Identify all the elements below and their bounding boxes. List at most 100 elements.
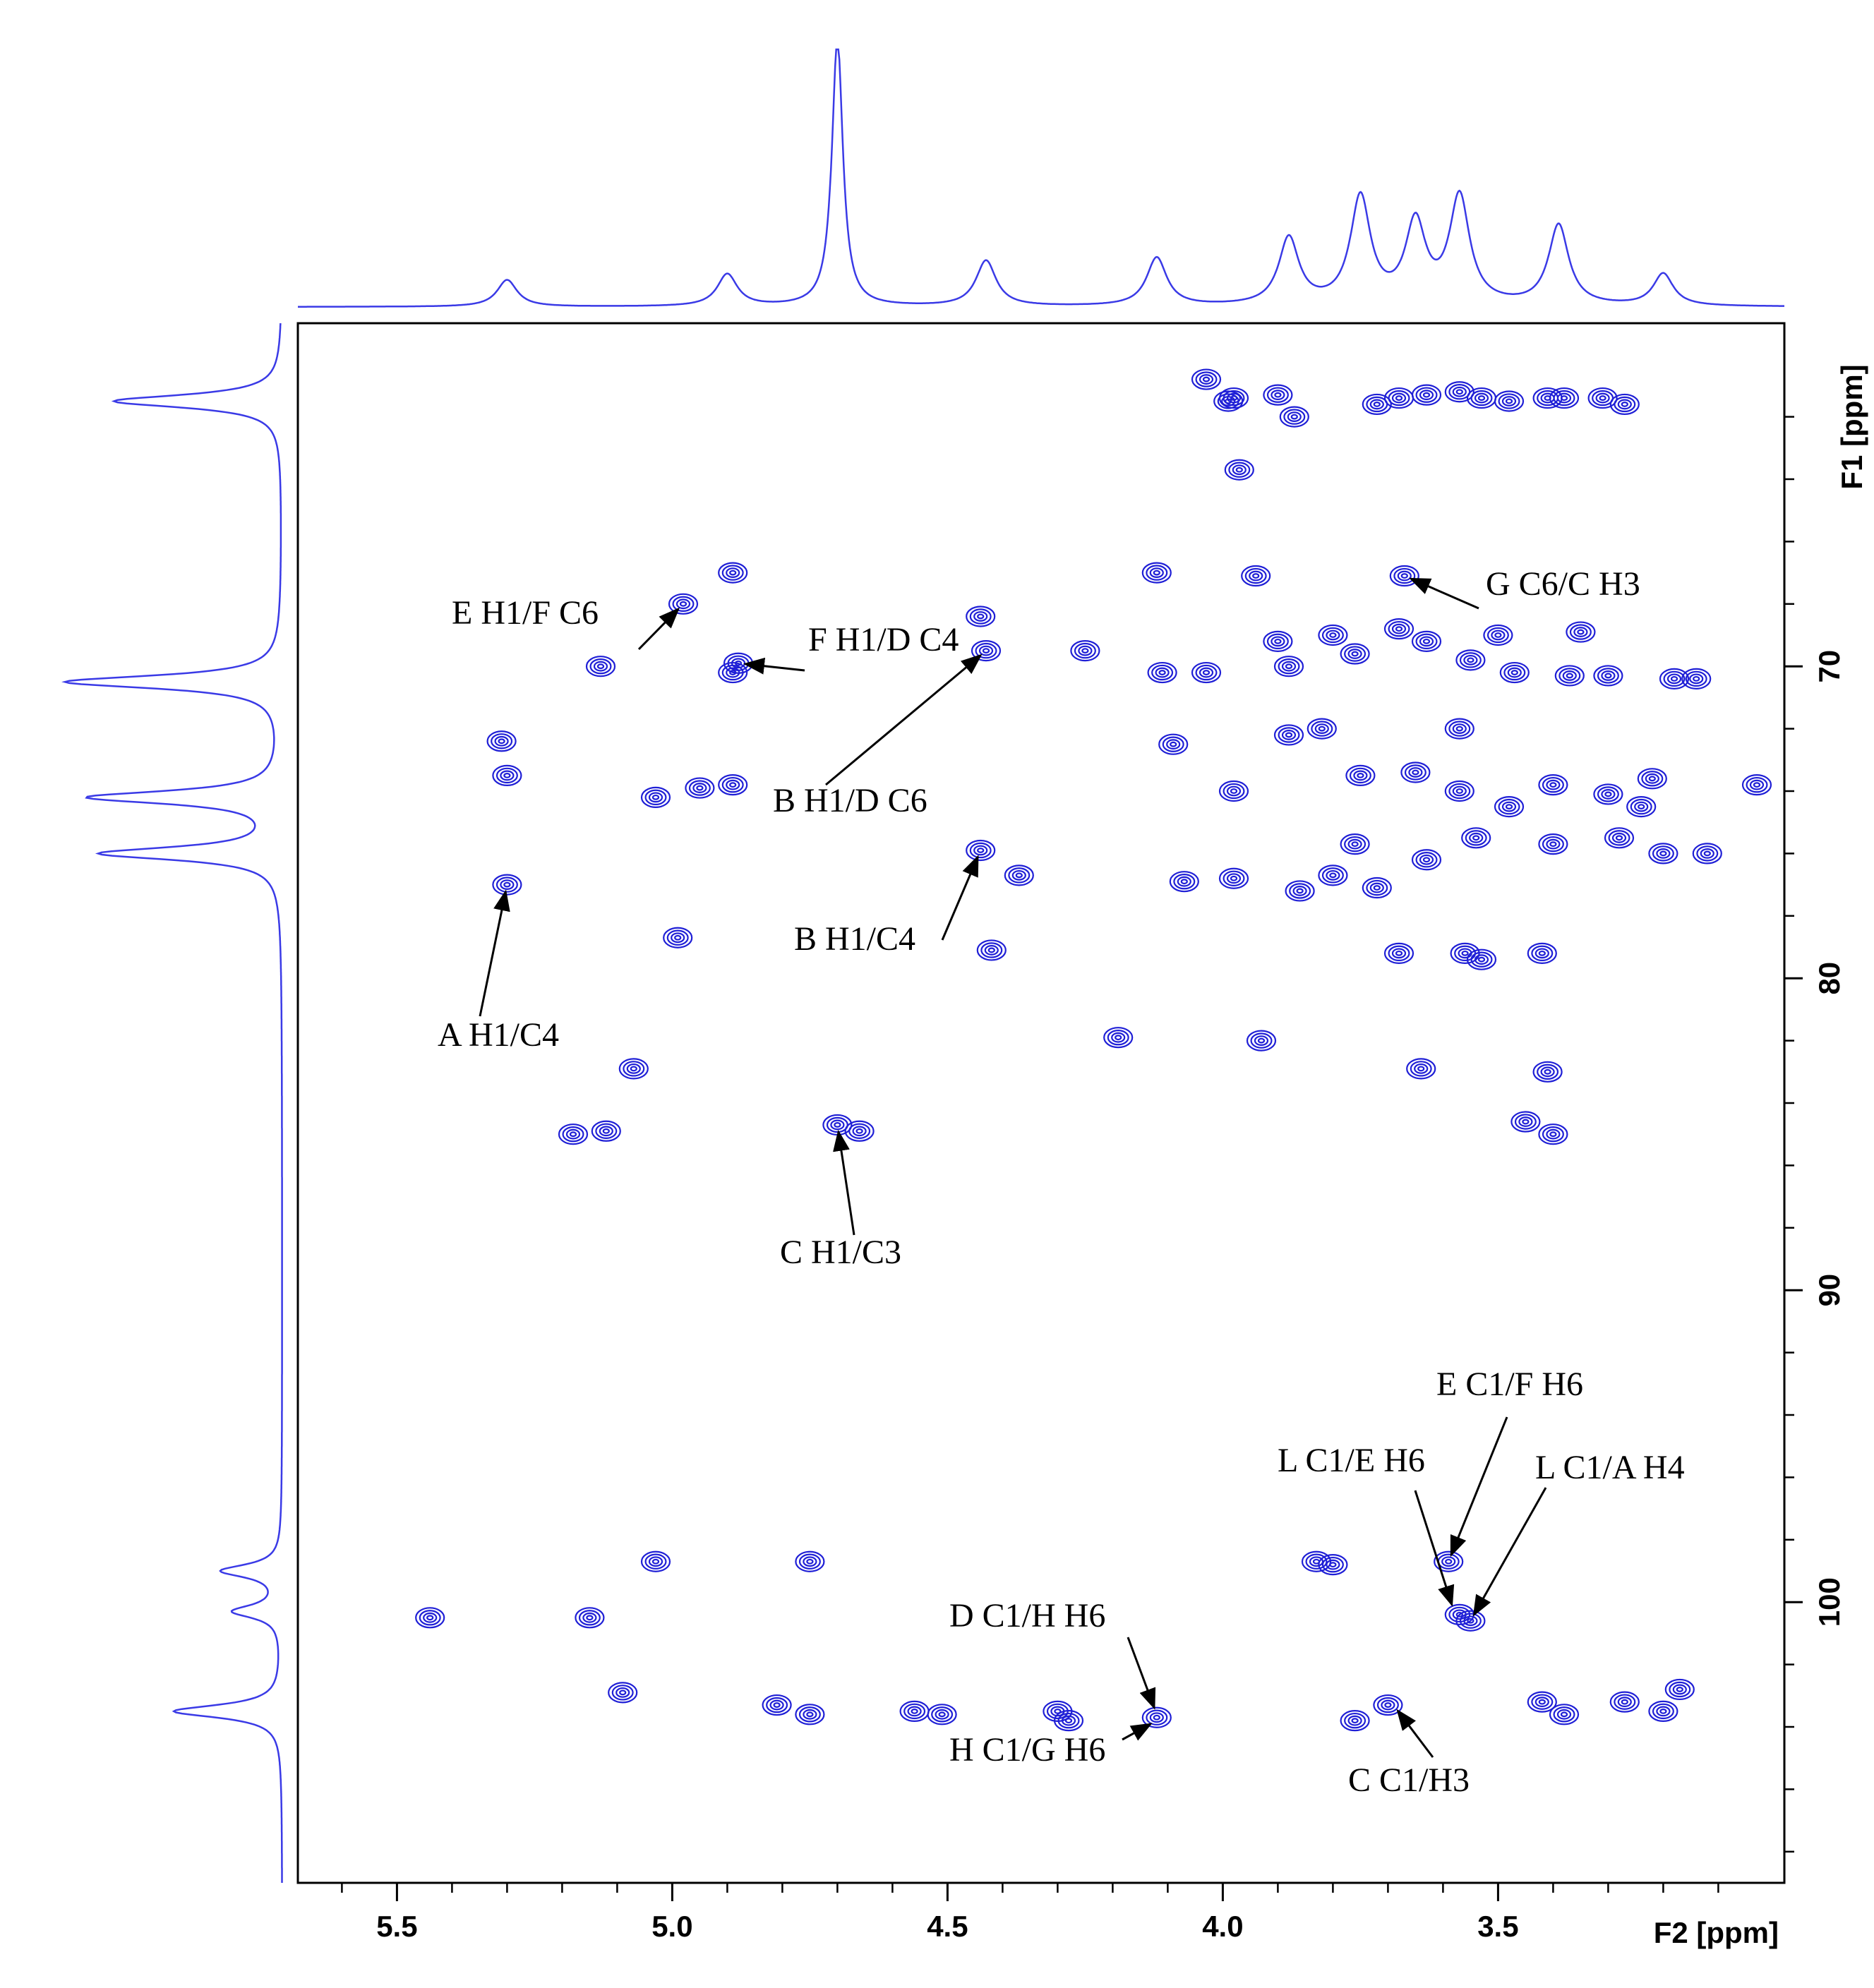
- cross-peak: [1637, 768, 1667, 790]
- cross-peak: [1246, 1030, 1277, 1052]
- cross-peak: [1549, 387, 1580, 409]
- cross-peak: [1141, 562, 1172, 584]
- cross-peak: [1466, 948, 1497, 970]
- annotation: H C1/G H6: [949, 1723, 1153, 1769]
- cross-peak: [718, 661, 748, 684]
- cross-peak: [1411, 630, 1442, 652]
- cross-peak: [1466, 387, 1497, 409]
- annotation-label: F H1/D C4: [808, 621, 959, 658]
- cross-peak: [1455, 1610, 1486, 1632]
- cross-peak: [1158, 733, 1189, 755]
- cross-peak: [1741, 774, 1772, 796]
- annotation: A H1/C4: [438, 889, 559, 1054]
- cross-peak: [668, 593, 699, 615]
- annotation-label: D C1/H H6: [949, 1597, 1105, 1634]
- cross-peak: [971, 639, 1002, 662]
- cross-peak: [663, 927, 693, 948]
- cross-peak: [1318, 624, 1348, 646]
- cross-peak: [1406, 1058, 1436, 1080]
- cross-peak: [1318, 865, 1348, 886]
- cross-peak: [822, 1114, 853, 1136]
- annotation-label: B H1/C4: [794, 920, 915, 958]
- cross-peak: [608, 1682, 638, 1704]
- annotation-label: E C1/F H6: [1436, 1366, 1583, 1403]
- annotation-arrow: [1122, 1723, 1153, 1741]
- cross-peak: [1499, 661, 1530, 684]
- cross-peak: [1263, 384, 1293, 406]
- annotation-label: L C1/E H6: [1278, 1442, 1425, 1479]
- cross-peak: [1191, 368, 1222, 390]
- annotation-arrow: [1396, 1709, 1434, 1758]
- x-tick-label: 4.5: [927, 1910, 968, 1943]
- cross-peak: [1444, 780, 1474, 802]
- cross-peak: [486, 730, 517, 752]
- annotation-arrow: [1414, 1490, 1455, 1607]
- annotation-arrow: [1472, 1487, 1547, 1617]
- annotation-label: A H1/C4: [438, 1016, 559, 1054]
- cross-peak: [1318, 1554, 1348, 1576]
- cross-peak: [1373, 1694, 1403, 1716]
- cross-peak: [1218, 780, 1249, 802]
- cross-peak: [718, 774, 748, 796]
- cross-peak: [1218, 387, 1249, 409]
- cross-peak: [1659, 668, 1690, 689]
- annotation-arrow: [941, 855, 979, 941]
- cross-peak: [685, 777, 715, 799]
- cross-peak: [1301, 1550, 1332, 1572]
- y-tick-label: 80: [1813, 962, 1846, 995]
- cross-peak: [1648, 1700, 1678, 1722]
- cross-peak: [1593, 665, 1623, 687]
- cross-peak: [1362, 876, 1392, 899]
- cross-peak: [640, 1550, 671, 1572]
- cross-peak: [1604, 827, 1635, 849]
- f1-projection-spectrum: [61, 323, 283, 1883]
- cross-peak: [575, 1607, 605, 1629]
- cross-peak: [1494, 390, 1525, 412]
- annotation-label: H C1/G H6: [949, 1731, 1105, 1769]
- cross-peak: [1340, 833, 1370, 855]
- annotation-arrow: [637, 607, 680, 651]
- cross-peaks: [415, 368, 1772, 1732]
- x-axis: 5.5 5.0 4.5 4.0 3.5: [341, 1883, 1719, 1943]
- cross-peak: [1593, 783, 1623, 805]
- annotation-arrow: [479, 889, 510, 1017]
- cross-peak: [718, 562, 748, 584]
- cross-peak: [795, 1704, 825, 1725]
- annotation: G C6/C H3: [1409, 565, 1640, 610]
- cross-peak: [415, 1607, 445, 1629]
- peak-annotations: E H1/F C6 F H1/D C4 B H1/D C6 G C6/C H3 B H1…: [438, 565, 1685, 1799]
- cross-peak: [1273, 656, 1304, 677]
- x-tick-label: 3.5: [1477, 1910, 1518, 1943]
- annotation-label: E H1/F C6: [452, 594, 599, 632]
- cross-peak: [927, 1704, 957, 1725]
- cross-peak: [1554, 665, 1585, 687]
- annotation-arrow: [825, 653, 983, 786]
- annotation-arrow: [1450, 1416, 1508, 1558]
- cross-peak: [1004, 865, 1034, 886]
- cross-peak: [492, 874, 522, 896]
- cross-peak: [1549, 1704, 1580, 1725]
- cross-peak: [1400, 761, 1431, 783]
- y-tick-label: 70: [1813, 650, 1846, 683]
- annotation-arrow: [743, 657, 805, 675]
- cross-peak: [1532, 1061, 1563, 1083]
- f1-projection-trace: [61, 323, 283, 1883]
- cross-peak: [1411, 384, 1442, 406]
- cross-peak: [762, 1694, 792, 1716]
- cross-peak: [585, 656, 616, 677]
- annotation: B H1/C4: [794, 855, 979, 958]
- cross-peak: [1648, 843, 1678, 865]
- cross-peak: [1345, 764, 1376, 787]
- x-tick-label: 5.5: [376, 1910, 417, 1943]
- annotation: L C1/E H6: [1278, 1442, 1455, 1607]
- cross-peak: [1191, 661, 1222, 684]
- cross-peak: [1609, 1691, 1640, 1713]
- cross-peak: [1141, 1706, 1172, 1728]
- cross-peak: [1566, 621, 1596, 643]
- annotation: C C1/H3: [1348, 1709, 1470, 1799]
- cross-peak: [1538, 774, 1568, 796]
- cross-peak: [1362, 393, 1392, 416]
- cross-peak: [1241, 565, 1271, 587]
- y-axis: 70 80 90 100: [1784, 416, 1846, 1853]
